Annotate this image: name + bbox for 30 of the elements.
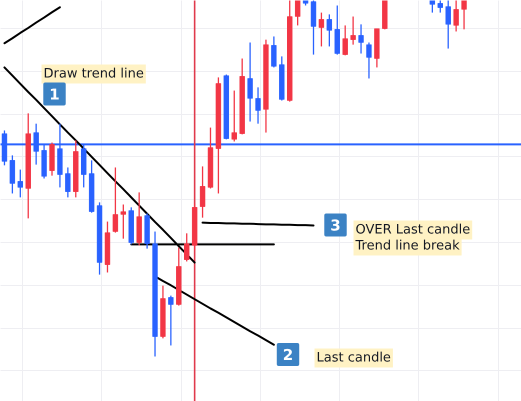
annotation: 2 bbox=[282, 346, 294, 364]
candlestick bbox=[366, 42, 372, 80]
annotation: Draw trend line bbox=[44, 66, 144, 82]
candlestick bbox=[350, 16, 356, 46]
candlestick bbox=[112, 166, 118, 234]
candlestick bbox=[18, 168, 24, 198]
annotation: 1 bbox=[49, 86, 60, 104]
candlestick bbox=[294, 0, 300, 26]
candlestick bbox=[326, 14, 332, 48]
candlestick bbox=[430, 0, 436, 14]
candlestick bbox=[247, 42, 253, 122]
candlestick bbox=[445, 0, 451, 50]
candlestick bbox=[200, 166, 206, 218]
annotation: 3 bbox=[330, 216, 341, 234]
candlestick bbox=[168, 294, 174, 346]
candlestick bbox=[232, 90, 237, 142]
annotation: OVER Last candle Trend line break bbox=[354, 222, 470, 254]
candlestick bbox=[10, 154, 16, 194]
candlestick bbox=[358, 24, 364, 54]
candlestick bbox=[461, 0, 467, 30]
candlestick bbox=[318, 12, 324, 48]
candlestick bbox=[184, 232, 190, 262]
candlestick bbox=[255, 86, 261, 124]
annotation: Last candle bbox=[316, 350, 391, 366]
candlestick bbox=[438, 0, 443, 14]
candlestick bbox=[453, 0, 459, 32]
candlestick bbox=[120, 204, 126, 240]
candlestick bbox=[65, 166, 71, 198]
candlestick bbox=[271, 36, 277, 68]
candlestick bbox=[342, 24, 348, 56]
